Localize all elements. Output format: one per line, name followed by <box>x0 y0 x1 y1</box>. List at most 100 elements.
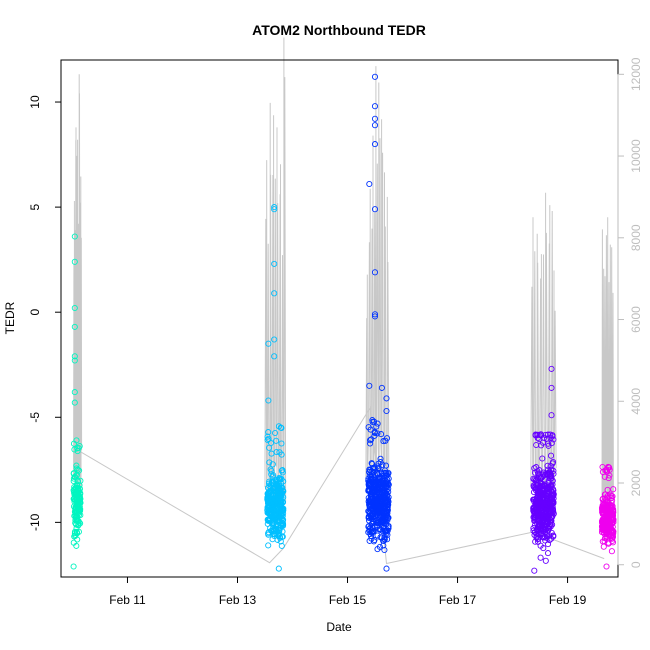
data-point <box>544 541 552 548</box>
data-point <box>371 492 378 499</box>
data-point <box>533 497 540 504</box>
y-tick-label: -5 <box>28 412 42 423</box>
data-point <box>609 539 617 546</box>
data-point <box>367 491 374 498</box>
y-tick-label: -10 <box>28 513 42 531</box>
data-point <box>71 357 78 364</box>
data-point <box>548 384 555 391</box>
data-point <box>377 455 384 462</box>
data-point <box>371 269 379 276</box>
data-point <box>531 531 538 539</box>
data-point <box>74 492 82 499</box>
data-point <box>372 498 379 505</box>
data-point <box>265 340 272 347</box>
data-point <box>76 506 83 513</box>
data-point <box>370 518 377 526</box>
data-point <box>71 530 78 537</box>
data-point <box>371 206 379 213</box>
data-point <box>600 543 607 550</box>
data-point <box>532 432 539 439</box>
data-point <box>369 504 376 511</box>
data-point <box>273 523 280 530</box>
data-point <box>277 487 284 494</box>
data-point <box>532 507 539 514</box>
data-point <box>76 488 83 495</box>
data-point <box>546 507 553 514</box>
y2-tick-label: 4000 <box>629 388 643 415</box>
data-point <box>265 429 272 436</box>
data-point <box>530 475 537 482</box>
data-point <box>606 472 613 479</box>
y-tick-label: 0 <box>28 309 42 316</box>
data-point <box>74 536 81 543</box>
data-point <box>367 426 374 433</box>
data-point <box>535 538 542 545</box>
y-tick-label: 5 <box>28 203 42 210</box>
data-point <box>77 477 84 484</box>
axes-layer: 10 5 0 -5 -10 0 2000 4000 6000 8000 10000 12000 Feb … <box>28 57 643 607</box>
data-point <box>73 462 80 469</box>
data-point <box>278 512 285 519</box>
data-point <box>371 122 379 129</box>
data-point <box>278 440 285 447</box>
data-point <box>74 466 81 473</box>
data-point <box>365 498 372 505</box>
data-point <box>70 539 77 546</box>
data-point <box>272 523 280 530</box>
data-point <box>605 475 612 482</box>
data-point <box>266 459 273 466</box>
data-point <box>380 481 387 488</box>
data-point <box>600 505 607 512</box>
data-point <box>73 465 80 472</box>
data-point <box>276 534 284 541</box>
data-point <box>275 495 282 503</box>
data-point <box>383 490 390 497</box>
data-point <box>384 497 391 504</box>
series-3 <box>365 73 392 572</box>
y2-tick-label: 12000 <box>629 57 643 91</box>
data-point <box>279 528 286 535</box>
data-point <box>384 536 391 543</box>
data-point <box>73 510 80 517</box>
data-point <box>599 463 606 471</box>
data-point <box>379 461 386 468</box>
data-point <box>382 527 389 534</box>
data-point <box>71 304 78 312</box>
data-point <box>549 491 556 498</box>
data-point <box>381 546 388 554</box>
data-point <box>278 542 285 549</box>
data-point <box>76 443 83 450</box>
data-point <box>384 481 391 488</box>
data-point <box>605 521 612 528</box>
data-point <box>271 290 278 297</box>
data-point <box>380 472 387 479</box>
data-point <box>608 492 615 499</box>
data-point <box>371 429 378 437</box>
data-point <box>383 407 390 415</box>
data-point <box>380 542 387 549</box>
data-point <box>265 397 272 404</box>
data-point <box>604 486 611 493</box>
data-point <box>371 313 379 320</box>
data-point <box>273 448 280 456</box>
data-point <box>543 534 550 542</box>
x-tick-label: Feb 19 <box>549 593 587 607</box>
data-point <box>74 513 81 520</box>
data-point <box>366 469 373 476</box>
data-point <box>538 502 545 509</box>
data-point <box>368 436 375 443</box>
data-point <box>271 204 278 211</box>
data-point <box>367 480 374 487</box>
data-point <box>383 565 390 572</box>
data-point <box>598 529 606 536</box>
data-point <box>533 441 540 449</box>
data-point <box>383 472 390 479</box>
data-point <box>368 468 375 475</box>
secondary-connector-line <box>79 405 605 565</box>
data-point <box>548 365 555 372</box>
data-point <box>536 486 543 493</box>
data-point <box>74 448 81 455</box>
data-point <box>266 444 273 451</box>
data-point <box>366 527 373 535</box>
